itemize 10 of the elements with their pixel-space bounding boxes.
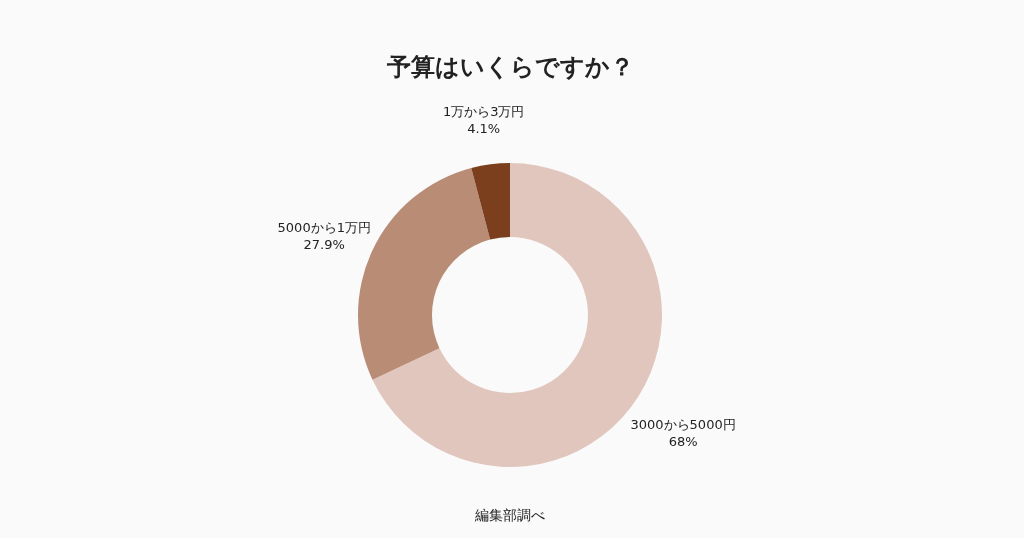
donut-slice [358, 168, 491, 380]
data-label: 27.9% [303, 237, 345, 253]
text: 編集部調べ [474, 507, 545, 523]
slice-label: 3000から5000円 [630, 416, 736, 432]
data-label: 4.1% [467, 120, 501, 136]
chart-title: 予算はいくらですか？ [385, 53, 634, 81]
donut-slice [471, 163, 510, 240]
data-label: 68% [668, 433, 698, 449]
slice-label: 5000から1万円 [277, 220, 371, 236]
slice-label: 1万から3万円 [442, 103, 525, 119]
